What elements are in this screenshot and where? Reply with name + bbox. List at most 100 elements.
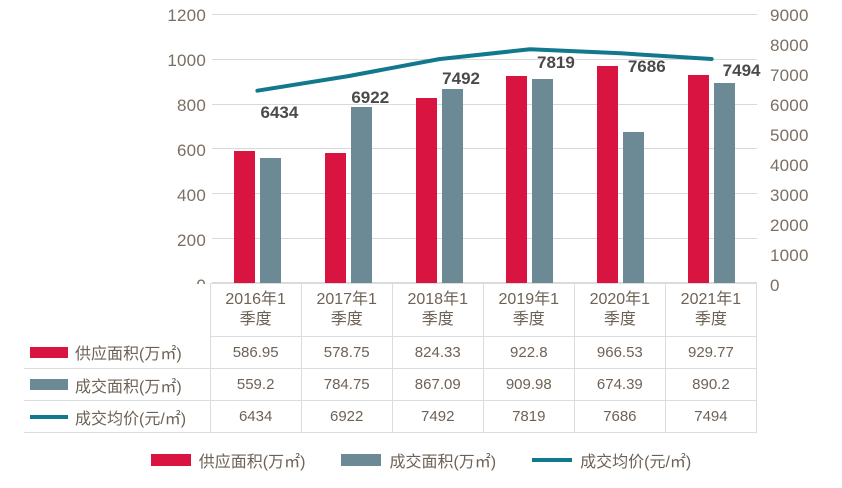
category-group <box>212 14 303 283</box>
col-header-line1: 2017年1 <box>316 291 377 308</box>
bar-deal[interactable] <box>714 83 736 283</box>
price-point-label: 7494 <box>722 61 761 80</box>
table-row: 供应面积(万㎡) 586.95 578.75 824.33 922.8 966.… <box>24 336 758 369</box>
table-cell: 867.09 <box>391 368 484 401</box>
bars-layer <box>212 14 757 283</box>
bar-supply[interactable] <box>415 98 437 283</box>
row-label: 成交均价(元/㎡) <box>75 410 187 428</box>
bar-deal[interactable] <box>441 88 463 283</box>
col-header-line1: 2019年1 <box>498 291 560 308</box>
bar-supply[interactable] <box>688 74 710 283</box>
table-row-header-deal: 成交面积(万㎡) <box>24 368 211 401</box>
legend-item-supply[interactable]: 供应面积(万㎡) <box>150 448 306 472</box>
table-col-header: 2017年1 季度 <box>300 283 393 337</box>
col-header-line1: 2016年1 <box>225 291 286 308</box>
col-header-line1: 2021年1 <box>680 291 742 308</box>
right-axis-tick: 8000 <box>770 36 809 55</box>
table-cell: 890.2 <box>664 368 758 401</box>
col-header-line2: 季度 <box>239 311 272 328</box>
col-header-line2: 季度 <box>421 311 454 328</box>
table-cell: 7686 <box>573 400 666 433</box>
category-group <box>666 14 757 283</box>
col-header-line2: 季度 <box>694 311 727 328</box>
left-axis-tick: 1000 <box>167 51 206 70</box>
table-cell: 7492 <box>391 400 484 433</box>
data-table: 2016年1 季度 2017年1 季度 2018年1 季度 2019年1 季度 … <box>24 283 758 433</box>
plot-region: 1200 1000 800 600 400 200 0 9000 8000 70… <box>148 0 840 300</box>
bar-swatch-teal-icon <box>30 379 68 390</box>
table-cell: 922.8 <box>482 336 575 369</box>
left-value-axis: 1200 1000 800 600 400 200 0 <box>148 0 206 300</box>
bar-supply[interactable] <box>233 151 255 283</box>
col-header-line2: 季度 <box>512 311 545 328</box>
legend-label: 供应面积(万㎡) <box>198 454 306 471</box>
table-col-header: 2019年1 季度 <box>482 283 575 337</box>
plot-area: 6434 6922 7492 7819 7686 7494 <box>212 14 760 283</box>
col-header-line2: 季度 <box>603 311 636 328</box>
bar-supply[interactable] <box>506 76 528 283</box>
table-cell: 559.2 <box>209 368 302 401</box>
right-axis-tick: 4000 <box>770 156 809 175</box>
left-axis-tick: 200 <box>177 231 206 250</box>
bar-deal[interactable] <box>623 131 645 283</box>
right-value-axis: 9000 8000 7000 6000 5000 4000 3000 2000 … <box>770 0 840 300</box>
category-group <box>394 14 485 283</box>
right-axis-tick: 5000 <box>770 126 809 145</box>
table-cell: 6434 <box>209 400 302 433</box>
bar-deal[interactable] <box>532 79 554 283</box>
legend-label: 成交面积(万㎡) <box>389 454 497 471</box>
table-col-header: 2021年1 季度 <box>664 283 758 337</box>
bar-supply[interactable] <box>324 153 346 283</box>
right-axis-tick: 7000 <box>770 66 809 85</box>
price-point-label: 6922 <box>351 88 390 108</box>
table-col-header: 2016年1 季度 <box>209 283 302 337</box>
chart-legend: 供应面积(万㎡) 成交面积(万㎡) 成交均价(元/㎡) <box>0 448 842 472</box>
right-axis-tick: 6000 <box>770 96 809 115</box>
price-point-label: 7686 <box>627 57 666 77</box>
bar-deal[interactable] <box>259 157 281 283</box>
gridline <box>212 14 757 15</box>
table-cell: 7494 <box>664 400 758 433</box>
gridline <box>212 148 757 149</box>
table-cell: 909.98 <box>482 368 575 401</box>
table-cell: 578.75 <box>300 336 393 369</box>
bar-deal[interactable] <box>350 107 372 283</box>
row-label: 供应面积(万㎡) <box>75 346 182 364</box>
row-label: 成交面积(万㎡) <box>75 378 182 396</box>
col-header-line1: 2018年1 <box>407 291 468 308</box>
bar-swatch-red-icon <box>150 454 191 466</box>
category-group <box>575 14 666 283</box>
right-axis-tick: 3000 <box>770 186 809 205</box>
price-point-label: 7492 <box>442 69 480 89</box>
table-cell: 824.33 <box>391 336 484 369</box>
table-header-row: 2016年1 季度 2017年1 季度 2018年1 季度 2019年1 季度 … <box>24 283 758 337</box>
right-axis-tick: 1000 <box>770 246 809 265</box>
gridline <box>212 238 757 239</box>
table-row-header-price: 成交均价(元/㎡) <box>24 400 211 433</box>
price-point-label: 7819 <box>536 53 575 73</box>
table-col-header: 2020年1 季度 <box>573 283 666 337</box>
line-swatch-blue-icon <box>30 414 68 419</box>
right-axis-tick: 0 <box>770 276 780 295</box>
table-cell: 6922 <box>300 400 393 433</box>
bar-swatch-red-icon <box>30 346 68 358</box>
table-cell: 674.39 <box>573 368 666 401</box>
price-point-label: 6434 <box>260 102 299 122</box>
table-cell: 586.95 <box>209 336 302 369</box>
col-header-line2: 季度 <box>330 311 363 328</box>
legend-item-price[interactable]: 成交均价(元/㎡) <box>532 448 691 472</box>
right-axis-tick: 9000 <box>770 6 809 25</box>
bar-swatch-teal-icon <box>341 454 382 466</box>
legend-label: 成交均价(元/㎡) <box>580 454 692 471</box>
left-axis-tick: 800 <box>177 96 206 115</box>
gridline <box>212 104 757 105</box>
table-corner-cell <box>24 283 211 337</box>
legend-item-deal[interactable]: 成交面积(万㎡) <box>341 448 496 472</box>
bar-supply[interactable] <box>597 66 619 283</box>
table-col-header: 2018年1 季度 <box>391 283 484 337</box>
gridline <box>212 282 757 283</box>
col-header-line1: 2020年1 <box>589 291 651 308</box>
right-axis-tick: 2000 <box>770 216 809 235</box>
line-swatch-blue-icon <box>532 458 573 462</box>
